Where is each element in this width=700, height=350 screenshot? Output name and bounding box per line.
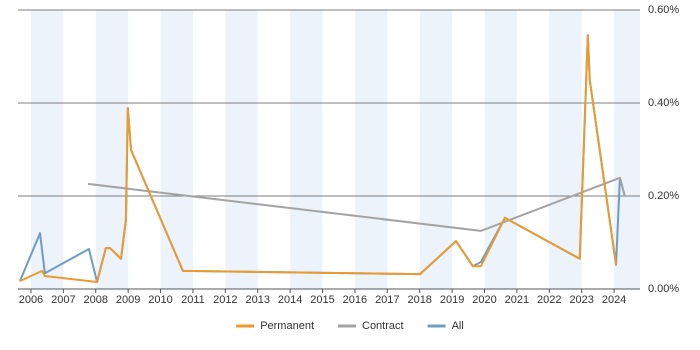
legend: Permanent Contract All <box>236 320 464 332</box>
year-band <box>160 10 193 289</box>
y-tick-label: 0.20% <box>648 190 679 202</box>
year-band <box>549 10 582 289</box>
x-tick-label: 2020 <box>472 294 496 306</box>
y-tick-label: 0.00% <box>648 283 679 295</box>
year-band <box>30 10 64 289</box>
year-band <box>614 10 640 289</box>
legend-label: Contract <box>362 320 404 332</box>
x-tick-label: 2013 <box>245 294 269 306</box>
x-tick-label: 2009 <box>116 294 140 306</box>
x-tick-label: 2021 <box>505 294 529 306</box>
x-tick-label: 2014 <box>278 294 302 306</box>
x-tick-label: 2012 <box>213 294 237 306</box>
x-tick-label: 2016 <box>343 294 367 306</box>
y-tick-label: 0.40% <box>648 97 679 109</box>
year-band <box>225 10 258 289</box>
y-tick-label: 0.60% <box>648 4 679 16</box>
x-tick-label: 2023 <box>569 294 593 306</box>
x-tick-label: 2018 <box>407 294 431 306</box>
x-tick-label: 2024 <box>602 294 626 306</box>
legend-label: Permanent <box>260 320 314 332</box>
year-band <box>354 10 388 289</box>
legend-label: All <box>452 320 464 332</box>
x-tick-label: 2008 <box>84 294 108 306</box>
x-tick-label: 2017 <box>375 294 399 306</box>
year-band <box>290 10 323 289</box>
year-band <box>484 10 517 289</box>
series-line <box>19 34 618 284</box>
x-tick-label: 2022 <box>537 294 561 306</box>
x-tick-label: 2006 <box>19 294 43 306</box>
series-line <box>87 176 626 232</box>
x-tick-label: 2007 <box>51 294 75 306</box>
x-tick-label: 2015 <box>310 294 334 306</box>
x-tick-label: 2010 <box>148 294 172 306</box>
x-tick-label: 2019 <box>440 294 464 306</box>
year-band <box>419 10 453 289</box>
x-tick-label: 2011 <box>181 294 205 306</box>
